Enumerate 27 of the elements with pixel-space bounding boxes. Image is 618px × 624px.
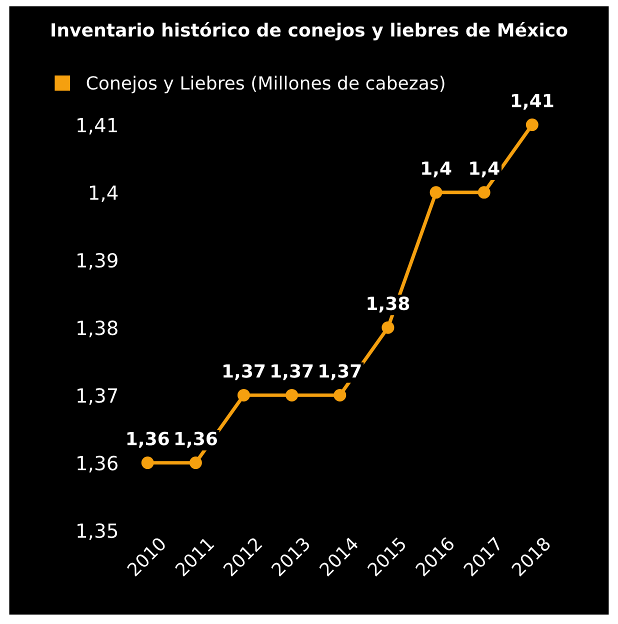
point bbox=[189, 456, 202, 470]
point bbox=[334, 388, 346, 402]
data-label: 1,38 bbox=[368, 296, 410, 313]
y-tick-label: 1,36 bbox=[78, 456, 118, 472]
data-label: 1,41 bbox=[512, 94, 554, 110]
data-label: 1,37 bbox=[224, 364, 265, 380]
chart-title: Inventario histórico de conejos y liebres de México bbox=[52, 22, 568, 40]
data-label: 1,4 bbox=[470, 162, 500, 178]
data-label: 1,37 bbox=[272, 364, 313, 380]
y-tick-label: 1,39 bbox=[78, 252, 118, 270]
point bbox=[238, 388, 250, 402]
data-label: 1,36 bbox=[127, 432, 169, 448]
y-tick-label: 1,41 bbox=[78, 118, 117, 134]
y-tick-label: 1,4 bbox=[90, 186, 118, 202]
data-label: 1,36 bbox=[175, 432, 218, 448]
point bbox=[141, 456, 154, 470]
point bbox=[286, 388, 298, 402]
legend-label: Conejos y Liebres (Millones de cabezas) bbox=[86, 76, 444, 94]
point bbox=[478, 186, 490, 199]
data-label: 1,37 bbox=[320, 364, 361, 380]
point bbox=[526, 118, 538, 132]
point bbox=[430, 186, 442, 199]
data-label: 1,4 bbox=[422, 162, 452, 178]
y-tick-label: 1,38 bbox=[78, 320, 118, 338]
y-tick-label: 1,35 bbox=[78, 523, 118, 540]
y-tick-label: 1,37 bbox=[78, 388, 118, 405]
point bbox=[382, 321, 394, 334]
